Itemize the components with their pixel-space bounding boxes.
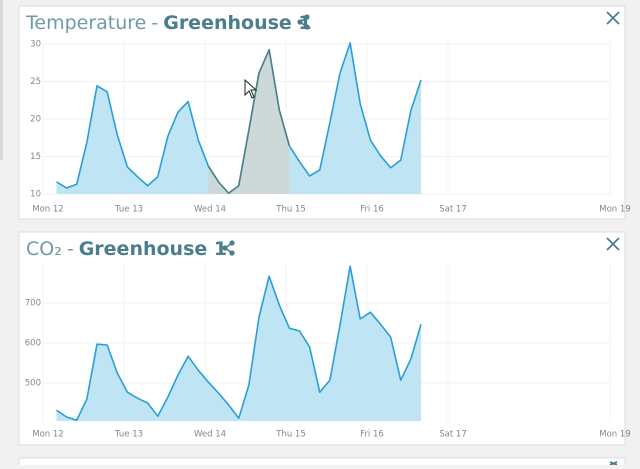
panel [18,457,626,469]
panel-title: CO₂ - Greenhouse 1 [26,238,227,260]
y-tick-label: 700 [25,299,41,309]
x-tick-label: Wed 14 [194,205,226,215]
y-tick-label: 20 [30,114,41,124]
x-tick-label: Sat 17 [439,205,466,215]
title-location: Greenhouse 1 [79,238,227,260]
x-tick-label: Mon 12 [32,205,63,215]
plots: 10 15 20 25 30 Mon 12 Tue 13 Wed 14 Thu 15 Fri 16… [25,39,631,439]
x-tick-label: Fri 16 [360,205,384,215]
series-line [56,265,422,421]
x-tick-label: Mon 19 [599,430,630,440]
share-icon[interactable] [222,240,235,256]
title-sep: - [67,238,74,260]
x-tick-label: Wed 14 [194,430,226,440]
series-area [56,43,421,194]
hover-line [207,48,291,195]
title-metric: CO₂ [26,238,62,260]
scroll-edge [0,0,3,160]
title-metric: Temperature [25,12,146,34]
y-tick-label: 600 [25,339,41,349]
mouse-cursor [244,78,258,99]
share-icon[interactable] [297,14,310,30]
y-tick-label: 15 [30,152,41,162]
x-tick-label: Tue 13 [114,205,143,215]
y-tick-label: 500 [25,379,41,389]
x-tick-label: Mon 12 [32,430,63,440]
close-button[interactable] [606,11,620,25]
x-tick-label: Mon 19 [599,205,630,215]
y-tick-label: 30 [30,39,41,49]
series-area [56,266,421,421]
panel-title: Temperature - Greenhouse 1 [25,12,312,34]
x-tick-label: Thu 15 [275,430,305,440]
close-button[interactable] [606,237,620,251]
hover-area [208,49,290,194]
y-tick-label: 10 [30,190,41,200]
x-tick-label: Tue 13 [114,430,143,440]
title-location: Greenhouse 1 [163,12,311,34]
x-tick-label: Thu 15 [275,205,305,215]
x-tick-label: Fri 16 [360,430,384,440]
title-sep: - [151,12,158,34]
x-tick-label: Sat 17 [439,430,466,440]
y-tick-label: 25 [30,77,41,87]
